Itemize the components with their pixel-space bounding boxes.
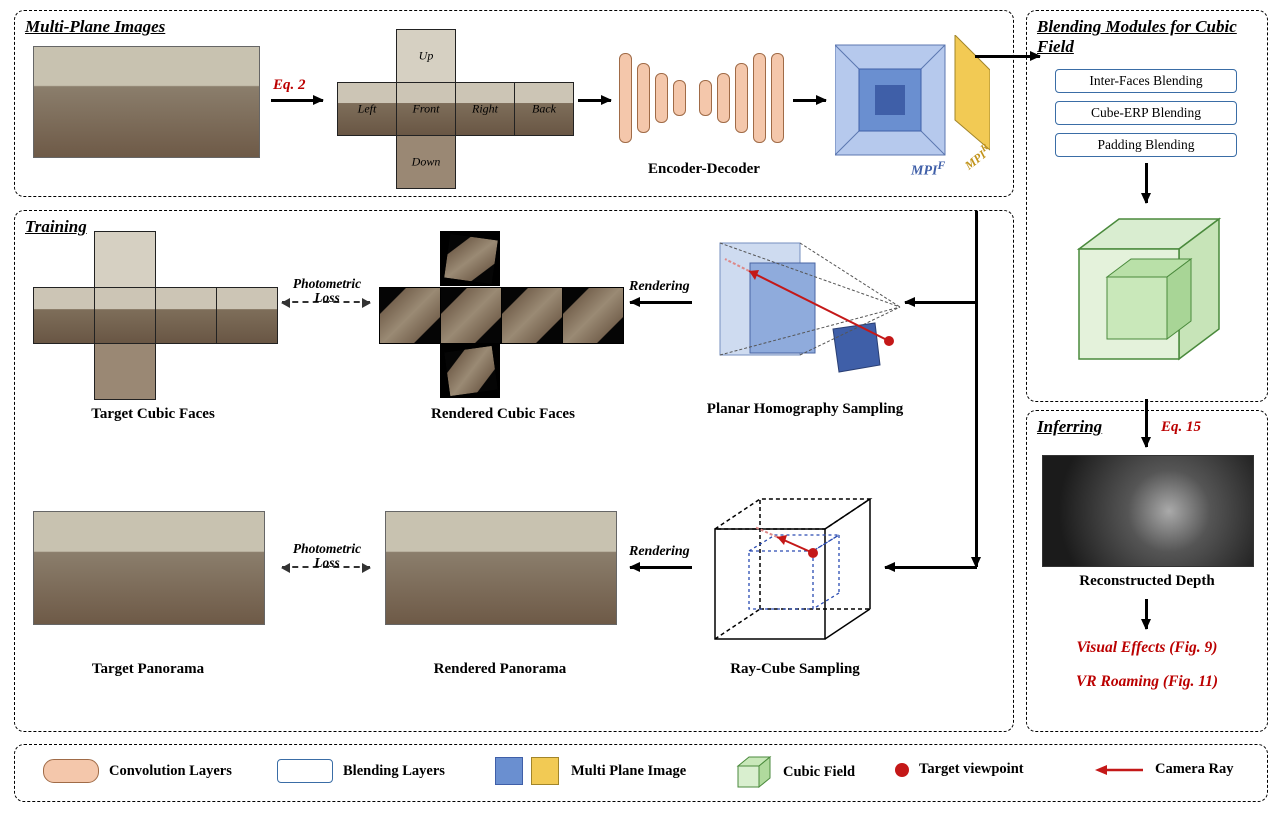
mpi-title: Multi-Plane Images: [25, 17, 165, 37]
rendered-cubic: [379, 231, 623, 399]
cubic-field: [1069, 209, 1229, 379]
rendered-pano: [385, 511, 617, 625]
blending-title: Blending Modules for Cubic Field: [1037, 17, 1267, 56]
arrow-eq2: [271, 99, 323, 102]
inferring-title: Inferring: [1037, 417, 1102, 437]
arrow-to-mpi: [793, 99, 826, 102]
recon-depth-label: Reconstructed Depth: [1057, 573, 1237, 590]
photo1-label: Photometric Loss: [281, 277, 373, 305]
photo2-label: Photometric Loss: [281, 542, 373, 570]
face-up: Up: [397, 49, 455, 64]
eq2-label: Eq. 2: [273, 77, 306, 94]
face-right: Right: [456, 102, 514, 117]
render1-label: Rendering: [629, 279, 690, 295]
arrow-render2: [630, 566, 692, 569]
training-section: Training Planar Homography Sampling Rend…: [14, 210, 1014, 732]
raycube-label: Ray-Cube Sampling: [695, 661, 895, 678]
depth-image: [1042, 455, 1254, 567]
cubemap-unfold: Up Left Front Right Back Down: [337, 29, 573, 189]
arrow-to-planar: [905, 301, 975, 304]
arrow-render1: [630, 301, 692, 304]
legend-ray: Camera Ray: [1095, 761, 1234, 778]
planar-label: Planar Homography Sampling: [675, 401, 935, 418]
legend-mpi: Multi Plane Image: [495, 757, 686, 785]
link-from-cubic: [975, 211, 978, 357]
mpiF: MPIF: [911, 159, 945, 180]
encoder-decoder: [615, 47, 803, 157]
blend-interfaces: Inter-Faces Blending: [1055, 69, 1237, 93]
rendered-pano-label: Rendered Panorama: [405, 661, 595, 678]
inferring-section: Inferring Eq. 15 Reconstructed Depth Vis…: [1026, 410, 1268, 732]
blend-padding: Padding Blending: [1055, 133, 1237, 157]
mpi-section: Multi-Plane Images Eq. 2 Up Left Front R…: [14, 10, 1014, 197]
input-panorama: [33, 46, 260, 158]
ray-cube-sampling: [705, 491, 885, 651]
target-cubic-label: Target Cubic Faces: [63, 406, 243, 423]
target-pano: [33, 511, 265, 625]
target-pano-label: Target Panorama: [53, 661, 243, 678]
blend-cubeerp: Cube-ERP Blending: [1055, 101, 1237, 125]
render2-label: Rendering: [629, 544, 690, 560]
blending-section: Blending Modules for Cubic Field Inter-F…: [1026, 10, 1268, 402]
eq15-label: Eq. 15: [1161, 419, 1201, 436]
planar-sampling: [705, 235, 905, 395]
face-left: Left: [338, 102, 396, 117]
legend-cubic: Cubic Field: [735, 754, 855, 790]
arrow-eq15: [1145, 399, 1148, 447]
rendered-cubic-label: Rendered Cubic Faces: [403, 406, 603, 423]
legend-blend: Blending Layers: [277, 759, 445, 783]
face-back: Back: [515, 102, 573, 117]
arrow-to-cubic: [1145, 163, 1148, 203]
face-front: Front: [397, 102, 455, 117]
link-down: [975, 357, 978, 567]
visual-label: Visual Effects (Fig. 9): [1047, 639, 1247, 657]
arrow-to-raycube: [885, 566, 905, 569]
arrow-to-outputs: [1145, 599, 1148, 629]
face-down: Down: [397, 155, 455, 170]
legend: Convolution Layers Blending Layers Multi…: [14, 744, 1268, 802]
vr-label: VR Roaming (Fig. 11): [1047, 673, 1247, 691]
legend-conv: Convolution Layers: [43, 759, 232, 783]
arrow-to-enc: [578, 99, 611, 102]
mpi-output: MPIF MPIR: [835, 35, 990, 175]
legend-target: Target viewpoint: [895, 761, 1024, 778]
target-cubic: [33, 231, 277, 399]
encdec-label: Encoder-Decoder: [619, 161, 789, 178]
